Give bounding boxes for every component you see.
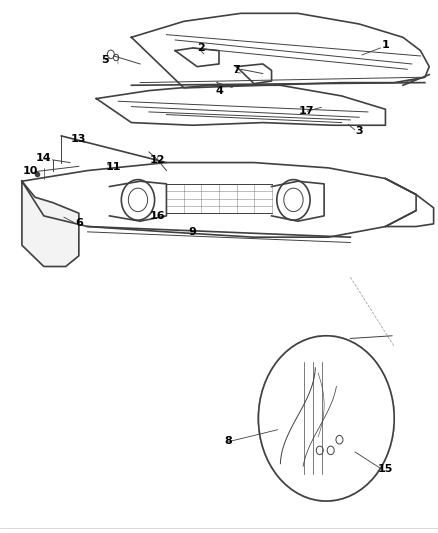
Text: 16: 16 (150, 212, 166, 221)
Text: 14: 14 (36, 154, 52, 163)
Text: 17: 17 (299, 106, 314, 116)
Text: 4: 4 (215, 86, 223, 95)
Text: 1: 1 (381, 41, 389, 50)
Text: 8: 8 (224, 437, 232, 446)
Circle shape (258, 336, 394, 501)
Text: 6: 6 (75, 218, 83, 228)
Polygon shape (22, 181, 79, 266)
Text: 12: 12 (150, 155, 166, 165)
Text: 13: 13 (71, 134, 87, 143)
Text: 7: 7 (233, 66, 240, 75)
Text: 3: 3 (355, 126, 363, 135)
Text: 5: 5 (101, 55, 109, 64)
Text: 11: 11 (106, 162, 122, 172)
Text: 2: 2 (198, 43, 205, 53)
Text: 15: 15 (378, 464, 393, 474)
Text: 9: 9 (189, 227, 197, 237)
Text: 10: 10 (23, 166, 39, 175)
